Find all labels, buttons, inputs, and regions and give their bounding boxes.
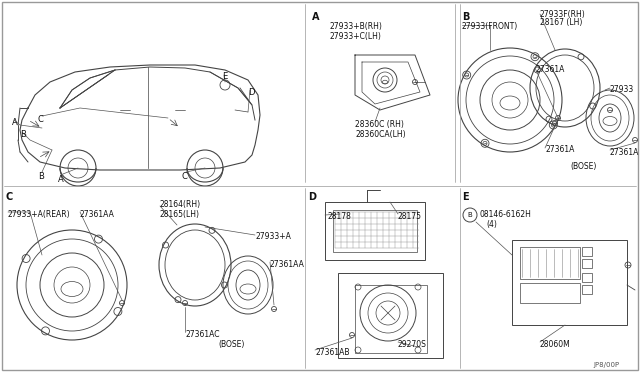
Text: 28167 (LH): 28167 (LH) xyxy=(540,18,582,27)
Text: 27361AA: 27361AA xyxy=(270,260,305,269)
Text: E: E xyxy=(222,72,227,81)
Text: 27933: 27933 xyxy=(610,85,634,94)
Bar xyxy=(325,202,425,260)
Bar xyxy=(582,259,592,268)
Text: C: C xyxy=(38,115,44,124)
Text: 28164(RH): 28164(RH) xyxy=(160,200,201,209)
Text: A: A xyxy=(12,118,18,127)
Text: 28060M: 28060M xyxy=(540,340,571,349)
Text: JP8/00P: JP8/00P xyxy=(594,362,620,368)
Text: D: D xyxy=(308,192,316,202)
Text: 27933+A: 27933+A xyxy=(255,232,291,241)
Text: 28360CA(LH): 28360CA(LH) xyxy=(355,130,406,139)
Text: 27361AA: 27361AA xyxy=(80,210,115,219)
Text: 28360C (RH): 28360C (RH) xyxy=(355,120,404,129)
Bar xyxy=(520,247,580,279)
Text: (BOSE): (BOSE) xyxy=(218,340,244,349)
Bar xyxy=(582,285,592,294)
Text: 27361AB: 27361AB xyxy=(315,348,349,357)
Text: 27361AC: 27361AC xyxy=(185,330,220,339)
Text: E: E xyxy=(462,192,468,202)
Text: D: D xyxy=(248,88,255,97)
Text: 27361A: 27361A xyxy=(535,65,564,74)
Text: B: B xyxy=(38,172,44,181)
Text: (BOSE): (BOSE) xyxy=(570,162,596,171)
Text: 27933F(RH): 27933F(RH) xyxy=(540,10,586,19)
Text: C: C xyxy=(5,192,12,202)
Bar xyxy=(338,273,443,358)
Text: A: A xyxy=(312,12,319,22)
Text: (4): (4) xyxy=(486,220,497,229)
Bar xyxy=(582,247,592,256)
Text: 27361A: 27361A xyxy=(545,145,574,154)
Text: C: C xyxy=(182,172,188,181)
Text: 28175: 28175 xyxy=(398,212,422,221)
Text: B: B xyxy=(468,212,472,218)
Text: 27933(FRONT): 27933(FRONT) xyxy=(462,22,518,31)
Bar xyxy=(512,240,627,325)
Text: B: B xyxy=(20,130,26,139)
Text: 27933+B(RH): 27933+B(RH) xyxy=(330,22,383,31)
Text: 27361A: 27361A xyxy=(610,148,639,157)
Bar xyxy=(355,285,427,353)
Text: 27933+C(LH): 27933+C(LH) xyxy=(330,32,382,41)
Text: A: A xyxy=(58,175,64,184)
Text: 29270S: 29270S xyxy=(398,340,427,349)
Bar xyxy=(582,273,592,282)
Text: 27933+A(REAR): 27933+A(REAR) xyxy=(8,210,70,219)
Text: 08146-6162H: 08146-6162H xyxy=(480,210,532,219)
Text: 28178: 28178 xyxy=(328,212,352,221)
Bar xyxy=(520,283,580,303)
Text: B: B xyxy=(462,12,469,22)
Bar xyxy=(333,210,417,252)
Text: 28165(LH): 28165(LH) xyxy=(160,210,200,219)
